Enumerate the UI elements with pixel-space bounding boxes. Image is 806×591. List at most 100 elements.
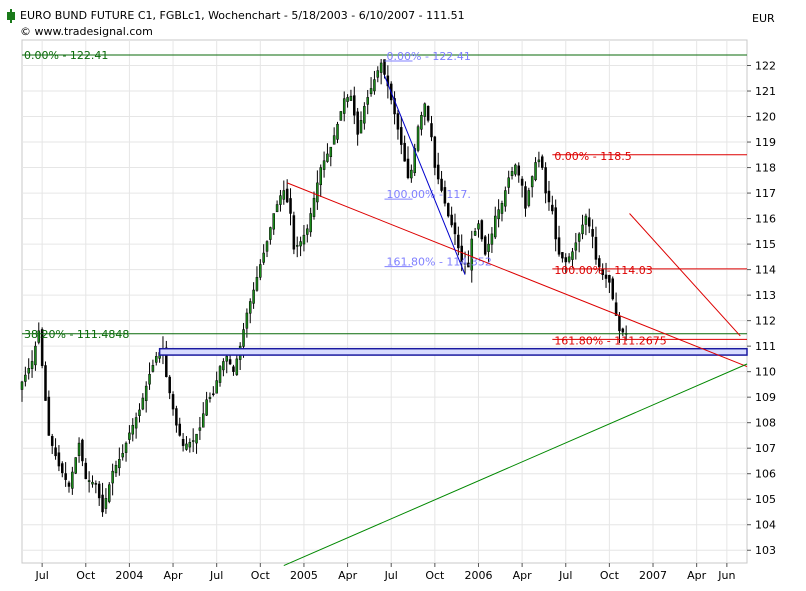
candle-body (171, 394, 175, 410)
candle-body (494, 215, 497, 238)
candle-body (64, 473, 67, 480)
candle-body (480, 220, 484, 240)
candle-body (457, 234, 460, 249)
candle-body (376, 70, 380, 78)
candle-body (349, 95, 353, 101)
candle-body (242, 329, 245, 347)
candle-body (393, 98, 396, 115)
candle-body (577, 233, 581, 242)
candle-body (507, 177, 510, 188)
candle-body (309, 213, 312, 233)
candle-body (44, 365, 47, 401)
candle-body (20, 381, 24, 390)
candle-body (215, 380, 218, 394)
x-tick-label: Apr (687, 569, 707, 582)
candle-body (245, 312, 249, 329)
candle-body (37, 330, 41, 343)
candle-body (406, 158, 410, 179)
y-tick-label: 107 (755, 442, 776, 455)
candle-body (141, 397, 145, 410)
candle-body (483, 236, 487, 255)
candle-body (151, 365, 155, 372)
candle-body (54, 447, 57, 457)
candle-body (306, 228, 309, 235)
x-tick-label: Oct (425, 569, 445, 582)
candle-body (420, 115, 423, 130)
candle-body (191, 440, 195, 442)
y-tick-label: 112 (755, 315, 776, 328)
candle-body (289, 198, 292, 214)
candle-body (114, 464, 118, 474)
fib-level-label: 100.00% - 117. (387, 188, 471, 201)
candle-body (108, 484, 111, 502)
candle-body (218, 366, 222, 383)
candle-body (450, 214, 453, 226)
candle-body (50, 436, 54, 446)
fib-level-label: 38.20% - 111.4848 (24, 328, 129, 341)
candle-body (269, 227, 272, 240)
y-tick-label: 111 (755, 340, 776, 353)
x-tick-label: Apr (164, 569, 184, 582)
trend-line (283, 363, 748, 567)
candle-body (208, 396, 212, 399)
candle-body (561, 252, 564, 259)
candle-body (27, 368, 30, 374)
candle-body (500, 203, 504, 214)
candle-body (363, 106, 366, 124)
candle-body (34, 345, 37, 366)
candle-body (497, 209, 500, 220)
candle-body (118, 459, 121, 469)
candle-body (517, 165, 521, 176)
y-tick-label: 108 (755, 417, 776, 430)
candle-body (128, 432, 131, 440)
y-tick-label: 116 (755, 213, 776, 226)
candle-body (81, 439, 84, 462)
candle-body (319, 167, 322, 186)
candle-body (91, 481, 94, 485)
candle-body (544, 167, 547, 194)
candle-body (430, 123, 433, 138)
candle-body (520, 178, 524, 186)
candle-body (527, 190, 531, 206)
y-tick-label: 106 (755, 468, 776, 481)
candle-body (111, 470, 114, 484)
candle-body (413, 148, 416, 174)
support-band (158, 347, 748, 356)
x-tick-label: Oct (600, 569, 620, 582)
candle-body (272, 213, 275, 230)
candle-body (547, 190, 551, 203)
x-tick-label: Oct (251, 569, 271, 582)
candle-body (369, 88, 373, 95)
x-tick-label: Oct (76, 569, 96, 582)
y-tick-label: 103 (755, 544, 776, 557)
candle-body (342, 98, 346, 114)
candle-body (460, 245, 463, 263)
y-tick-label: 114 (755, 264, 776, 277)
x-tick-label: 2005 (290, 569, 318, 582)
x-tick-label: 2007 (639, 569, 667, 582)
candle-body (564, 257, 568, 263)
y-tick-label: 121 (755, 85, 776, 98)
candle-body (346, 97, 349, 102)
candle-body (359, 120, 363, 134)
candle-body (356, 111, 359, 135)
candle-body (574, 242, 578, 251)
candle-body (235, 358, 239, 375)
candle-body (594, 236, 598, 260)
candle-body (275, 204, 279, 213)
candle-body (339, 111, 343, 121)
candle-body (447, 203, 450, 217)
x-tick-label: Jul (384, 569, 398, 582)
candle-body (302, 234, 306, 245)
candle-body (188, 441, 192, 448)
candle-body (514, 164, 517, 175)
x-tick-label: 2004 (115, 569, 143, 582)
candle-body (30, 361, 34, 369)
candle-body (436, 164, 440, 180)
candle-body (248, 301, 252, 314)
candle-body (312, 197, 316, 217)
candle-body (87, 480, 91, 482)
candle-body (259, 264, 262, 278)
candle-body (621, 328, 625, 333)
